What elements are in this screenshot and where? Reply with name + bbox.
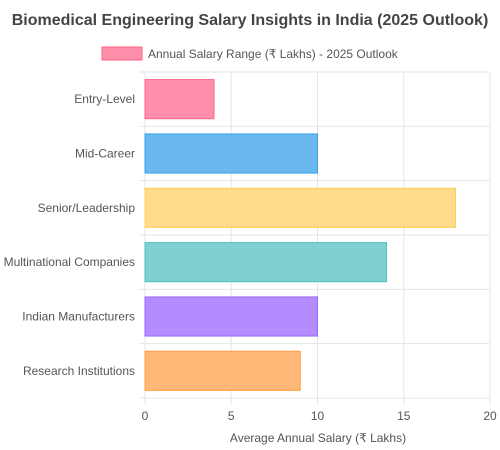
legend[interactable]: Annual Salary Range (₹ Lakhs) - 2025 Out…: [101, 46, 399, 61]
bar-entry-level[interactable]: [144, 79, 215, 120]
bars: [144, 79, 456, 391]
legend-swatch: [101, 46, 143, 61]
x-tick-labels: 0 5 10 15 20: [142, 409, 497, 423]
y-tick-label: Research Institutions: [23, 364, 135, 378]
bar-multinational-companies[interactable]: [144, 242, 387, 283]
bar-indian-manufacturers[interactable]: [144, 296, 318, 337]
chart-title: Biomedical Engineering Salary Insights i…: [12, 12, 489, 29]
legend-label: Annual Salary Range (₹ Lakhs) - 2025 Out…: [148, 47, 399, 61]
y-tick-label: Entry-Level: [74, 92, 135, 106]
y-tick-label: Mid-Career: [75, 147, 135, 161]
y-tick-label: Senior/Leadership: [38, 201, 136, 215]
x-tick-label: 15: [397, 409, 411, 423]
x-tick-label: 20: [483, 409, 497, 423]
x-tick-label: 0: [142, 409, 149, 423]
x-tick-label: 10: [311, 409, 325, 423]
bar-senior-leadership[interactable]: [144, 187, 456, 228]
x-axis-title: Average Annual Salary (₹ Lakhs): [230, 431, 406, 445]
category-labels: Entry-Level Mid-Career Senior/Leadership Mu…: [4, 92, 136, 378]
bar-research-institutions[interactable]: [144, 350, 301, 391]
grid-lines: [139, 71, 491, 404]
bar-mid-career[interactable]: [144, 133, 318, 174]
x-tick-label: 5: [228, 409, 235, 423]
y-tick-label: Indian Manufacturers: [22, 310, 135, 324]
y-tick-label: Multinational Companies: [4, 255, 135, 269]
